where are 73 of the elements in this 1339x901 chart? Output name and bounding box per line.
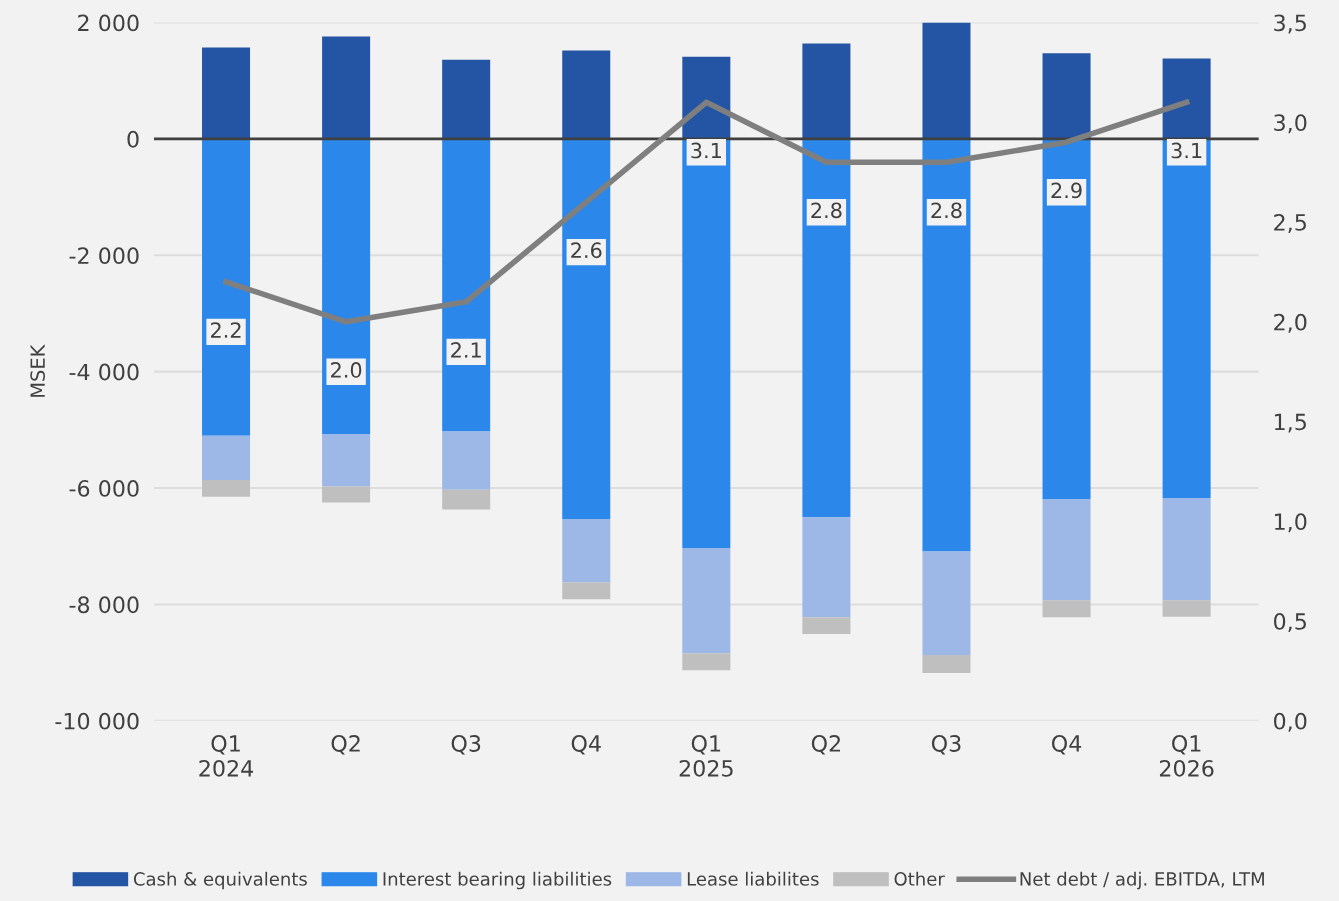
x-tick-label: Q1 2026	[1159, 735, 1214, 777]
y2-tick-label: 2,5	[1274, 213, 1306, 234]
data-label: 2.0	[331, 362, 362, 378]
bar	[802, 617, 851, 635]
bar	[562, 138, 611, 519]
data-label: 3.1	[691, 142, 721, 159]
bar	[322, 486, 371, 503]
legend-label: Interest bearing liabilities	[383, 871, 612, 890]
bar	[202, 47, 251, 139]
y-tick-label: -4 000	[69, 363, 139, 381]
bar	[322, 138, 371, 434]
legend-label: Net debt / adj. EBITDA, LTM	[1020, 871, 1264, 890]
y2-tick-label: 1,0	[1274, 513, 1307, 533]
data-label: 3.1	[1171, 142, 1202, 159]
bar	[322, 433, 371, 487]
bar	[802, 138, 851, 518]
data-label: 2.9	[1051, 182, 1082, 199]
y-tick-label: -2 000	[69, 247, 139, 265]
x-tick-label: Q1 2024	[199, 735, 254, 777]
y-tick-label: 0	[127, 130, 139, 148]
bar	[442, 489, 491, 510]
bar	[802, 43, 851, 139]
bar	[922, 138, 971, 552]
bar	[562, 518, 611, 583]
x-tick-label: Q4	[571, 735, 601, 755]
y2-tick-label: 0,5	[1274, 613, 1306, 633]
data-label: 2.6	[571, 242, 602, 259]
bar	[1162, 497, 1211, 601]
bar	[1042, 53, 1091, 139]
bar	[1042, 600, 1091, 618]
y2-tick-label: 3,5	[1274, 14, 1306, 34]
data-label: 2.8	[931, 202, 962, 219]
legend-label: Other	[894, 871, 945, 886]
x-tick-label: Q1 2025	[679, 735, 733, 777]
x-tick-label: Q3	[451, 735, 481, 755]
bar	[202, 479, 251, 497]
bar	[922, 551, 971, 656]
legend-label: Cash & equivalents	[133, 871, 307, 890]
x-tick-label: Q2	[331, 735, 360, 755]
y2-tick-label: 3,0	[1274, 114, 1307, 134]
bar	[682, 653, 731, 671]
bar	[682, 138, 731, 548]
legend-label: Lease liabilites	[687, 871, 819, 886]
x-tick-label: Q3	[931, 735, 961, 755]
data-label: 2.1	[451, 342, 481, 358]
y2-tick-label: 0,0	[1274, 712, 1307, 732]
bar	[1162, 138, 1211, 498]
bar	[682, 547, 731, 654]
x-tick-label: Q2	[811, 735, 840, 755]
y-tick-label: -6 000	[69, 479, 139, 497]
y-axis-title: MSEK	[30, 344, 45, 397]
y-tick-label: 2 000	[78, 14, 139, 32]
bar	[922, 22, 971, 139]
y-tick-label: -8 000	[69, 596, 139, 614]
bar	[1162, 600, 1211, 617]
bar	[1042, 499, 1091, 601]
bar	[322, 36, 371, 139]
bar	[802, 517, 851, 618]
bar	[442, 431, 491, 490]
y-tick-label: -10 000	[55, 712, 139, 730]
bar	[922, 655, 971, 674]
x-tick-label: Q4	[1051, 735, 1082, 755]
bar	[442, 59, 491, 139]
bar	[202, 435, 251, 480]
bar	[202, 138, 251, 436]
data-label: 2.8	[811, 202, 842, 219]
bar	[562, 582, 611, 600]
bar	[562, 50, 611, 139]
y2-tick-label: 1,5	[1274, 413, 1306, 433]
y2-tick-label: 2,0	[1274, 313, 1307, 333]
data-label: 2.2	[210, 322, 241, 338]
bar	[1042, 138, 1091, 500]
bar	[442, 138, 491, 432]
